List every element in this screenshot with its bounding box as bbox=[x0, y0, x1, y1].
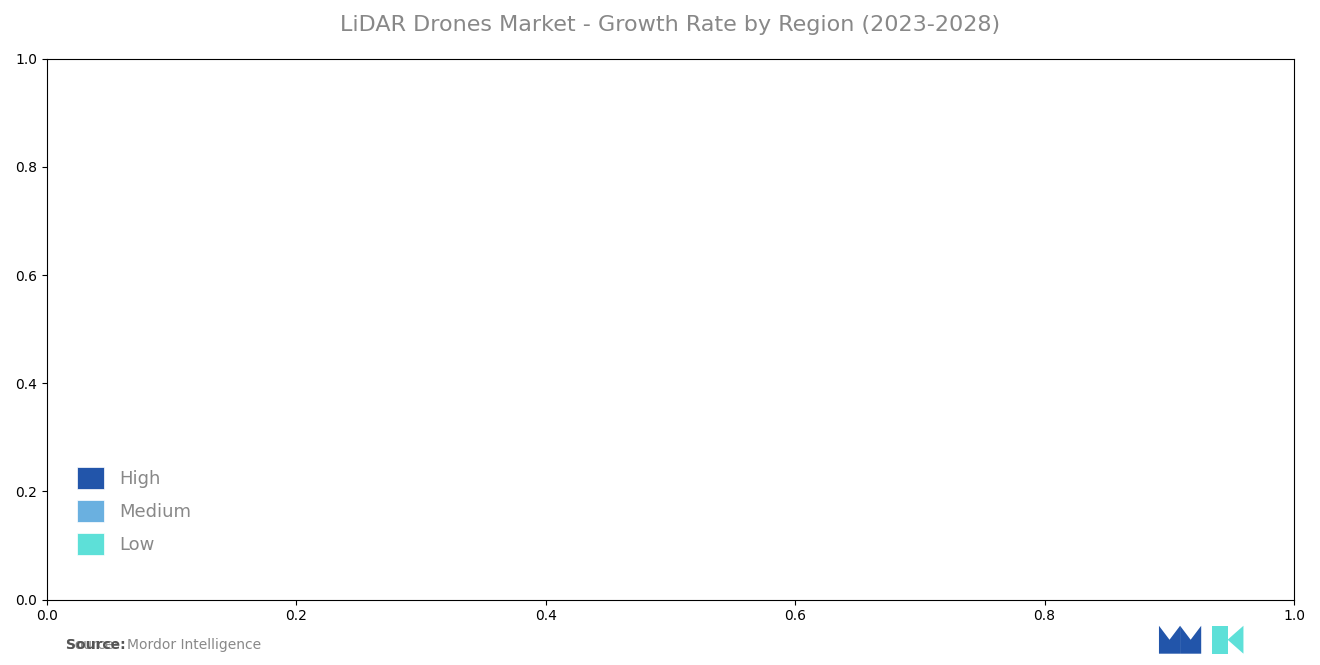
Text: Source:  Mordor Intelligence: Source: Mordor Intelligence bbox=[66, 638, 261, 652]
Title: LiDAR Drones Market - Growth Rate by Region (2023-2028): LiDAR Drones Market - Growth Rate by Reg… bbox=[341, 15, 1001, 35]
Text: Source:: Source: bbox=[66, 638, 125, 652]
Legend: High, Medium, Low: High, Medium, Low bbox=[69, 458, 199, 564]
